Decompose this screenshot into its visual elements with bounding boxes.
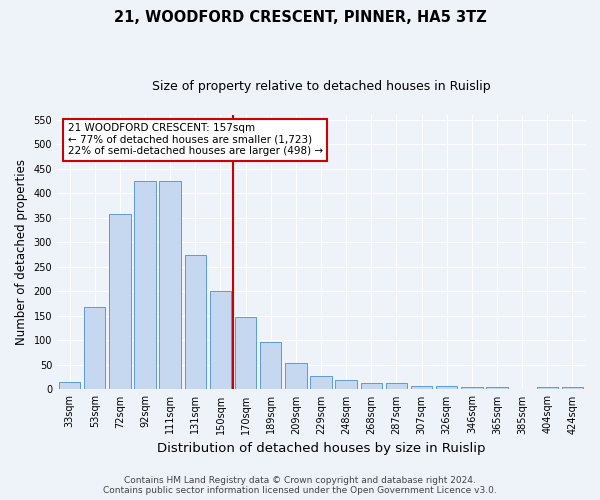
Bar [160, 181, 181, 390]
Bar [134, 181, 156, 390]
Bar [436, 386, 457, 390]
X-axis label: Distribution of detached houses by size in Ruislip: Distribution of detached houses by size … [157, 442, 485, 455]
Text: Contains HM Land Registry data © Crown copyright and database right 2024.
Contai: Contains HM Land Registry data © Crown c… [103, 476, 497, 495]
Bar [335, 380, 357, 390]
Bar [285, 363, 307, 390]
Y-axis label: Number of detached properties: Number of detached properties [15, 159, 28, 345]
Text: 21 WOODFORD CRESCENT: 157sqm
← 77% of detached houses are smaller (1,723)
22% of: 21 WOODFORD CRESCENT: 157sqm ← 77% of de… [68, 123, 323, 156]
Bar [361, 382, 382, 390]
Bar [310, 376, 332, 390]
Bar [109, 214, 131, 390]
Bar [386, 382, 407, 390]
Bar [84, 307, 106, 390]
Text: 21, WOODFORD CRESCENT, PINNER, HA5 3TZ: 21, WOODFORD CRESCENT, PINNER, HA5 3TZ [113, 10, 487, 25]
Bar [461, 387, 482, 390]
Bar [185, 254, 206, 390]
Bar [411, 386, 432, 390]
Bar [536, 387, 558, 390]
Bar [59, 382, 80, 390]
Bar [260, 342, 281, 390]
Bar [235, 317, 256, 390]
Bar [487, 387, 508, 390]
Bar [562, 387, 583, 390]
Title: Size of property relative to detached houses in Ruislip: Size of property relative to detached ho… [152, 80, 490, 93]
Bar [210, 292, 231, 390]
